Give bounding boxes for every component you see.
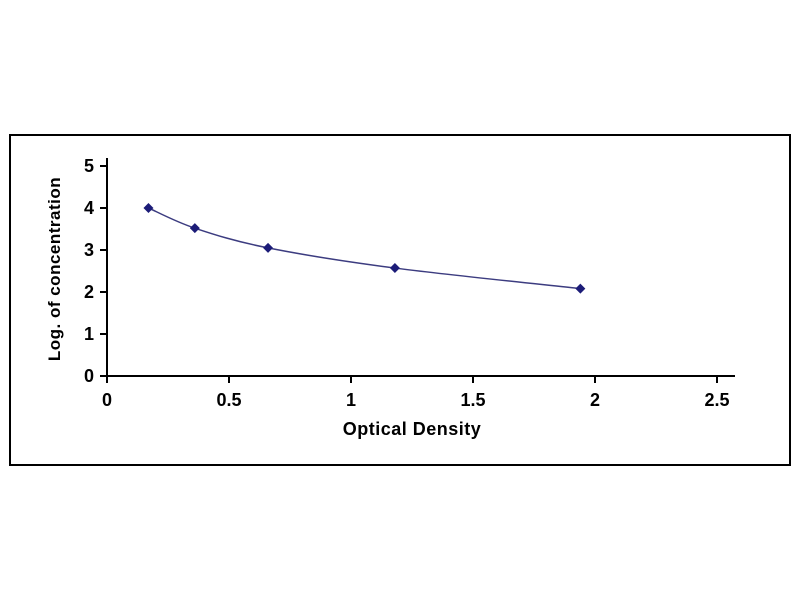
standard-curve-figure: 0 1 2 3 4 5 0 0.5 1 1.5 2 2.5 Log. of concentration… [9,134,791,466]
x-tick-label: 2 [590,390,600,410]
data-point-marker [575,283,586,294]
data-point-marker [263,242,274,253]
x-tick-label: 0 [102,390,112,410]
x-tick-label: 1.5 [460,390,485,410]
y-tick-label: 5 [84,156,94,176]
series-curve [148,207,581,290]
chart-canvas: 0 1 2 3 4 5 0 0.5 1 1.5 2 2.5 [84,156,735,410]
x-tick-label: 2.5 [704,390,729,410]
data-point-marker [189,223,200,234]
x-tick-label: 0.5 [216,390,241,410]
y-tick-label: 4 [84,198,94,218]
y-tick-label: 0 [84,366,94,386]
x-tick-label: 1 [346,390,356,410]
data-point-marker [389,263,400,274]
data-point-marker [143,203,154,213]
y-tick-label: 2 [84,282,94,302]
y-tick-label: 1 [84,324,94,344]
y-tick-label: 3 [84,240,94,260]
y-axis-label: Log. of concentration [45,176,64,362]
x-axis-label: Optical Density [342,419,482,439]
